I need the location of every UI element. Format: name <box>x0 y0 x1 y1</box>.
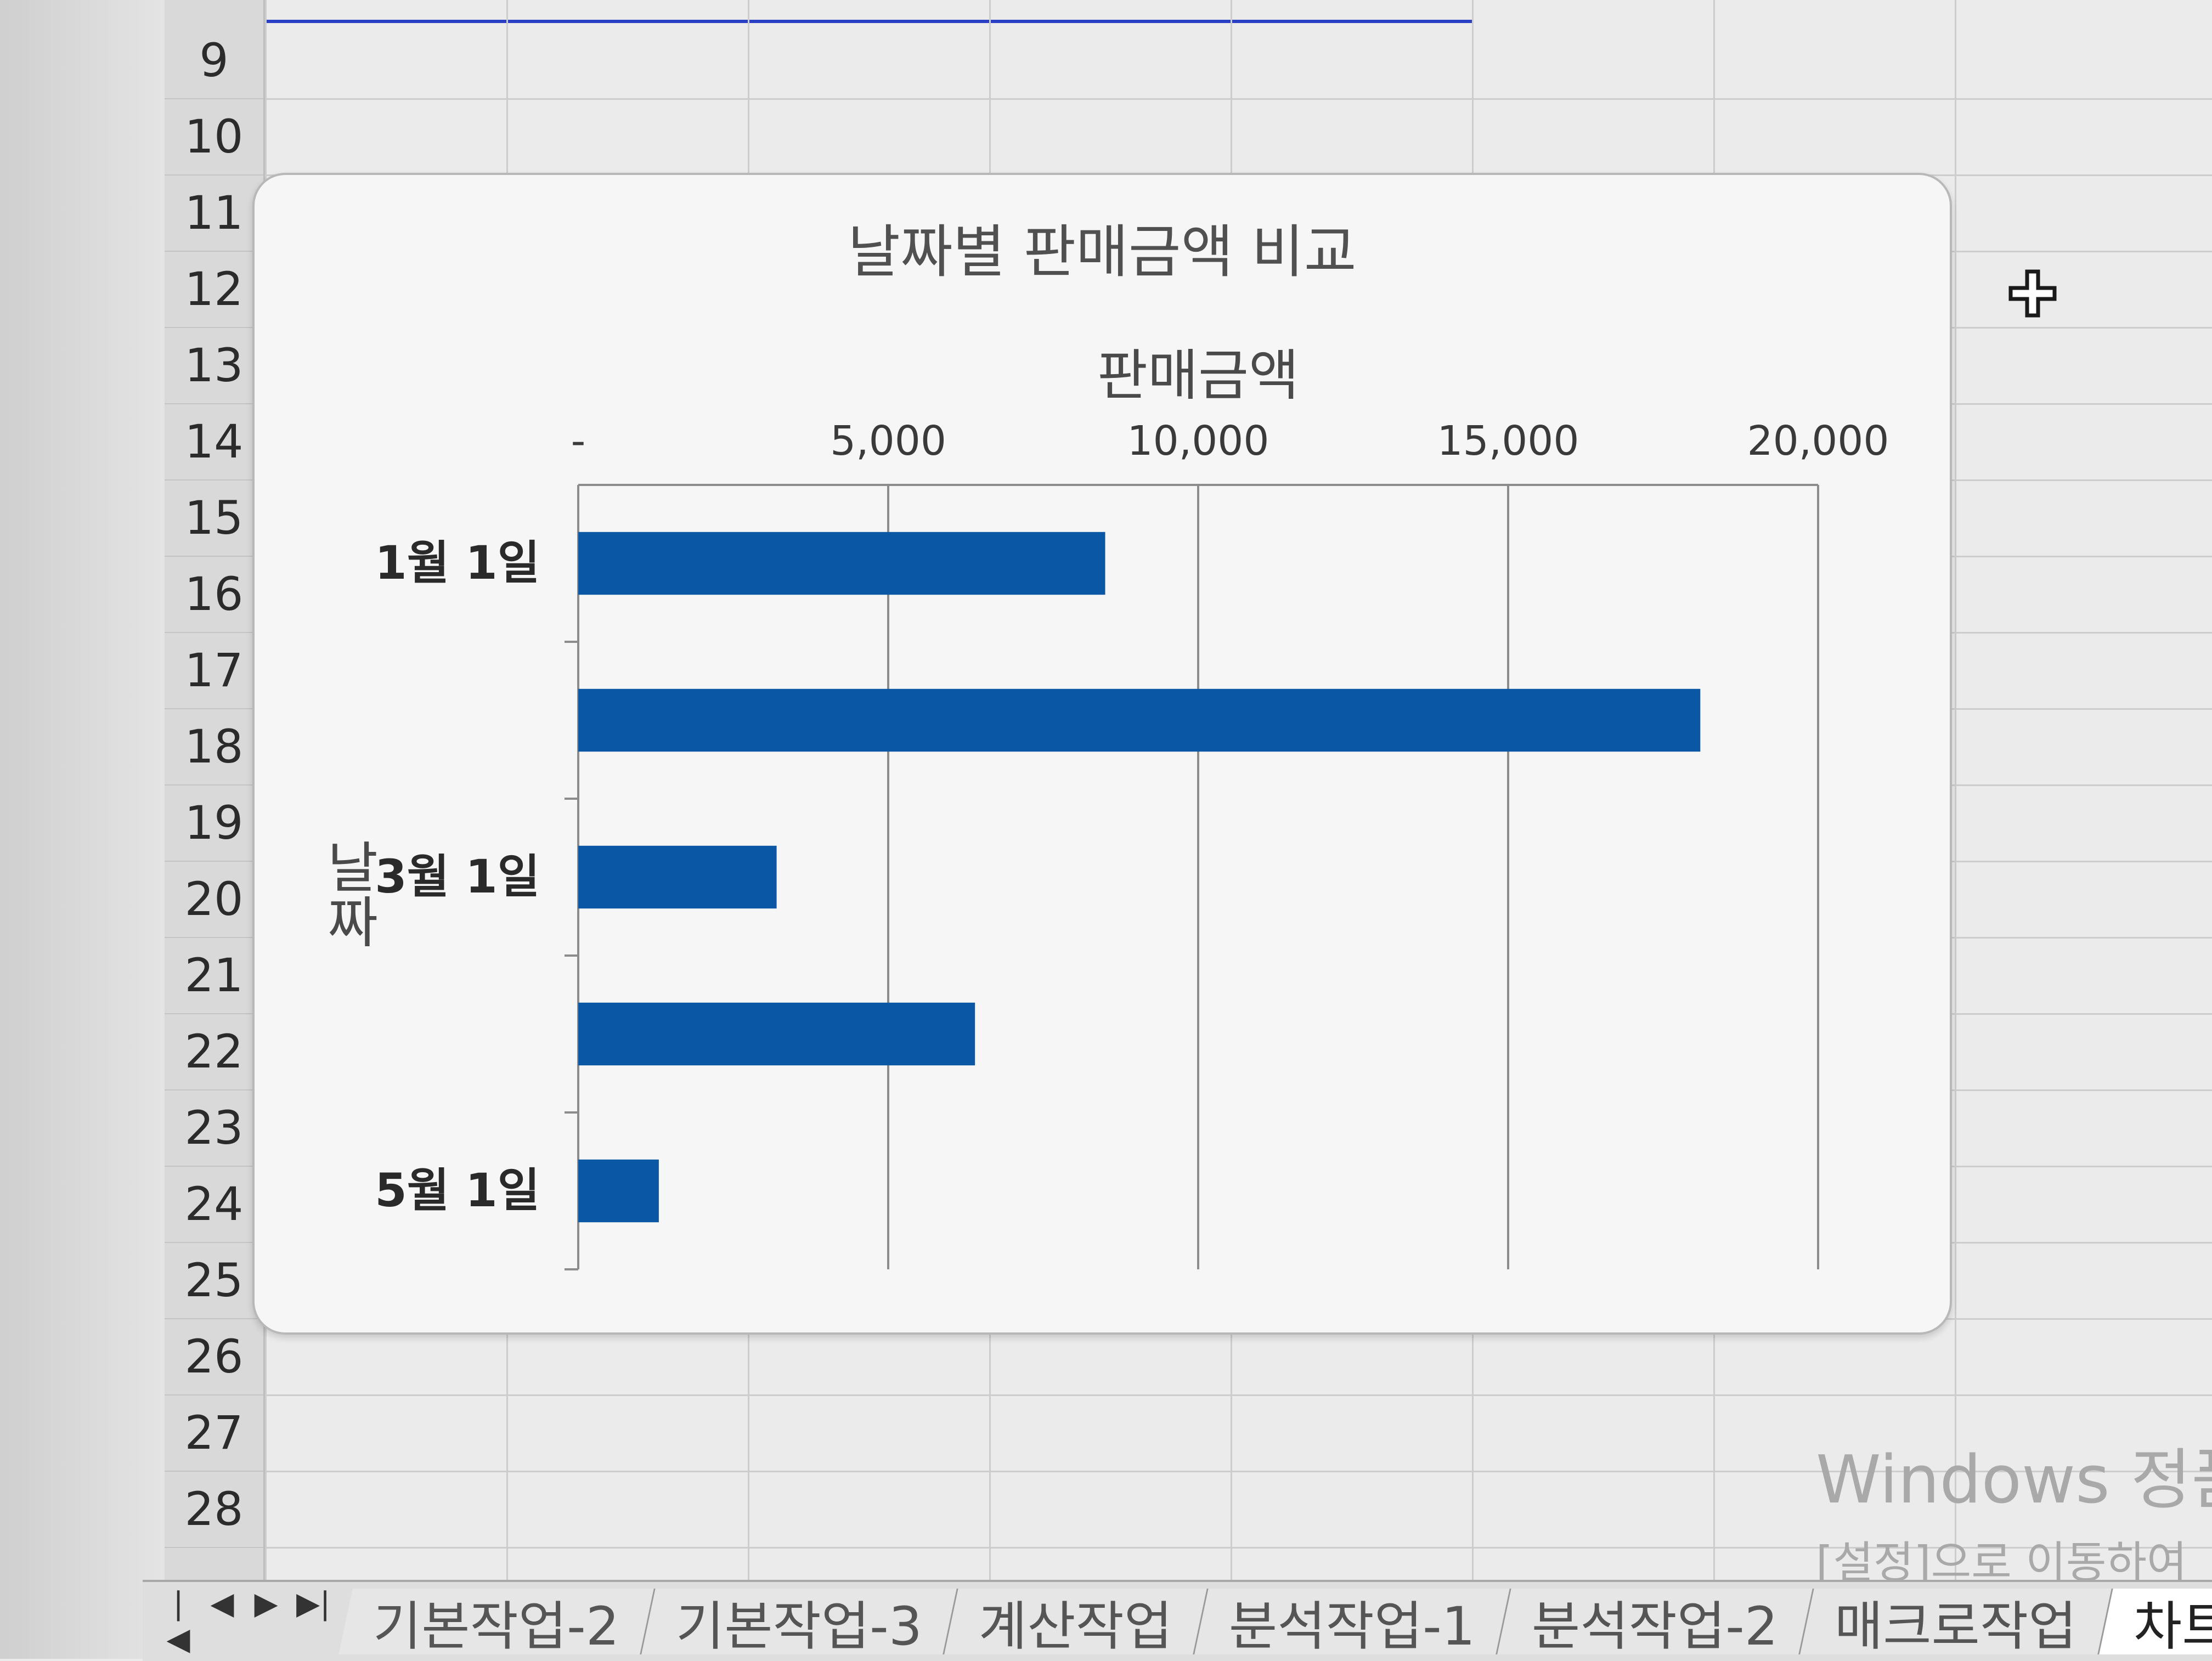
x-tick-label: - <box>571 417 586 465</box>
sheet-nav-button[interactable]: |◀ <box>166 1586 190 1657</box>
row-header[interactable]: 23 <box>165 1089 263 1167</box>
row-header[interactable]: 27 <box>165 1394 263 1472</box>
grid-row-line <box>265 98 2212 100</box>
sheet-tab[interactable]: 분석작업-1 <box>1194 1589 1512 1657</box>
grid-row-line <box>265 1547 2212 1549</box>
grid-column-line <box>1955 0 1956 1580</box>
row-header[interactable]: 19 <box>165 784 263 862</box>
sheet-tab-bar: |◀ ◀ ▶ ▶| 기본작업-2 기본작업-3 계산작업 분석작업-1 분석작업-2 매크로작업… <box>143 1580 2212 1661</box>
sheet-tab-label: 차트작 <box>2133 1595 2212 1657</box>
x-tick-label: 15,000 <box>1437 417 1579 465</box>
row-header[interactable]: 11 <box>165 174 263 252</box>
row-header[interactable]: 16 <box>165 556 263 633</box>
row-header[interactable]: 18 <box>165 708 263 786</box>
bar-5[interactable] <box>578 1159 659 1223</box>
chart-title[interactable]: 날짜별 판매금액 비교 <box>848 218 1357 285</box>
sheet-tab[interactable]: 기본작업-3 <box>641 1589 958 1657</box>
row-header[interactable]: 25 <box>165 1242 263 1319</box>
x-tick-label: 20,000 <box>1747 417 1889 465</box>
row-header[interactable]: 15 <box>165 479 263 557</box>
row-header[interactable]: 24 <box>165 1166 263 1243</box>
row-header[interactable]: 9 <box>165 22 263 99</box>
sheet-tab-label: 기본작업-2 <box>373 1595 619 1657</box>
bar-4[interactable] <box>578 1002 975 1066</box>
selected-range-border <box>265 0 1472 23</box>
sheet-tab[interactable]: 기본작업-2 <box>338 1589 656 1657</box>
sheet-nav-button[interactable]: ▶ <box>254 1586 278 1622</box>
bar-1[interactable] <box>578 532 1105 595</box>
row-header[interactable]: 13 <box>165 327 263 404</box>
windows-activation-watermark: Windows 정품 [설정]으로 이동하여 <box>1816 1426 2212 1591</box>
monitor-bezel <box>0 0 165 1659</box>
sheet-tab[interactable]: 차트작 <box>2099 1589 2212 1657</box>
row-header[interactable]: 10 <box>165 98 263 176</box>
row-header[interactable]: 17 <box>165 632 263 709</box>
watermark-line-2: [설정]으로 이동하여 <box>1816 1537 2187 1588</box>
sheet-nav-buttons: |◀ ◀ ▶ ▶| <box>143 1586 346 1657</box>
sheet-tab-label: 계산작업 <box>979 1595 1173 1657</box>
sheet-tab-label: 매크로작업 <box>1835 1595 2077 1657</box>
sheet-tab-label: 분석작업-2 <box>1532 1595 1779 1657</box>
sheet-tab-label: 분석작업-1 <box>1229 1595 1476 1657</box>
grid-row-line <box>265 1471 2212 1472</box>
row-header[interactable]: 22 <box>165 1013 263 1091</box>
sheet-nav-button[interactable]: ◀ <box>210 1586 234 1622</box>
bar-3[interactable] <box>578 845 777 909</box>
sheet-nav-button[interactable]: ▶| <box>296 1586 330 1622</box>
y-category-label: 1월 1일 <box>375 536 540 590</box>
sheet-tab[interactable]: 매크로작업 <box>1800 1589 2113 1657</box>
row-header[interactable]: 14 <box>165 403 263 481</box>
sheet-tab[interactable]: 계산작업 <box>944 1589 1209 1657</box>
row-header[interactable]: 26 <box>165 1318 263 1396</box>
sheet-tabs: 기본작업-2 기본작업-3 계산작업 분석작업-1 분석작업-2 매크로작업 차트작 <box>338 1589 2212 1657</box>
y-axis-title[interactable]: 날짜 <box>316 839 380 948</box>
watermark-line-1: Windows 정품 <box>1816 1442 2212 1518</box>
move-cross-icon <box>2008 269 2057 318</box>
row-headers: 9 10 11 12 13 14 15 16 17 18 19 20 21 22 23 24 25 26 27 28 <box>165 0 265 1580</box>
row-header[interactable]: 21 <box>165 937 263 1014</box>
row-header[interactable]: 20 <box>165 861 263 938</box>
x-tick-label: 5,000 <box>830 417 946 465</box>
row-header[interactable]: 12 <box>165 251 263 328</box>
grid-row-line <box>265 1394 2212 1396</box>
y-category-label: 3월 1일 <box>375 850 540 903</box>
y-category-label: 5월 1일 <box>375 1163 540 1217</box>
x-axis-title[interactable]: 판매금액 <box>1097 343 1299 408</box>
x-tick-label: 10,000 <box>1127 417 1269 465</box>
bar-2[interactable] <box>578 688 1701 752</box>
sheet-tab-label: 기본작업-3 <box>676 1595 922 1657</box>
row-header[interactable]: 28 <box>165 1471 263 1548</box>
sheet-tab[interactable]: 분석작업-2 <box>1497 1589 1815 1657</box>
